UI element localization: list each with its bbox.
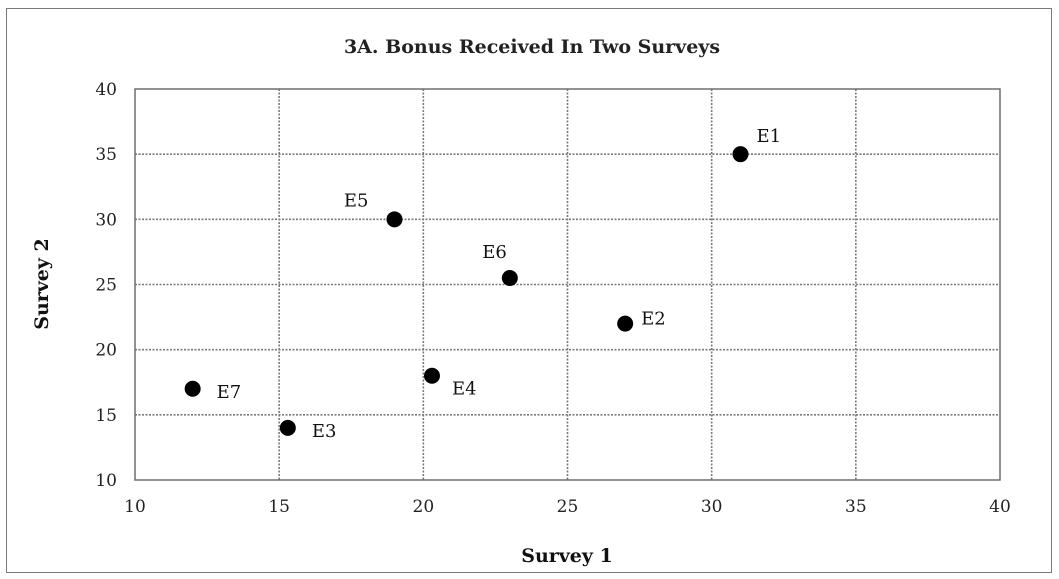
x-tick-label: 10 — [124, 497, 146, 517]
data-point-e4 — [423, 367, 440, 384]
y-tick-label: 25 — [95, 276, 117, 296]
data-point-e7 — [184, 380, 201, 397]
x-tick-label: 35 — [845, 497, 867, 517]
data-label-e7: E7 — [217, 382, 242, 403]
data-label-e4: E4 — [452, 379, 477, 400]
data-label-e2: E2 — [641, 309, 666, 330]
x-tick-label: 15 — [268, 497, 290, 517]
data-point-e6 — [501, 269, 518, 286]
y-tick-label: 10 — [95, 471, 117, 491]
data-point-e5 — [386, 211, 403, 228]
tick-labels: 10 15 20 25 30 35 40 10 15 20 25 30 35 40 — [95, 80, 1010, 517]
y-tick-label: 35 — [95, 145, 117, 165]
grid-layer — [135, 89, 1000, 480]
x-tick-label: 20 — [413, 497, 435, 517]
data-point-e2 — [617, 315, 634, 332]
y-tick-label: 40 — [95, 80, 117, 100]
chart-title: 3A. Bonus Received In Two Surveys — [344, 36, 720, 58]
data-label-e6: E6 — [482, 242, 507, 263]
x-axis-title: Survey 1 — [521, 545, 613, 567]
y-tick-label: 20 — [95, 341, 117, 361]
chart-frame — [6, 8, 1052, 573]
x-tick-label: 25 — [557, 497, 579, 517]
data-label-e3: E3 — [312, 421, 337, 442]
x-tick-label: 40 — [989, 497, 1011, 517]
y-axis-title: Survey 2 — [31, 238, 53, 330]
x-tick-label: 30 — [701, 497, 723, 517]
plot-area-border — [134, 88, 1001, 481]
data-point-e1 — [732, 146, 749, 163]
data-label-e1: E1 — [757, 126, 782, 147]
data-label-e5: E5 — [344, 190, 369, 211]
y-tick-label: 30 — [95, 210, 117, 230]
y-tick-label: 15 — [95, 406, 117, 426]
data-points: E1 E2 E3 E4 E5 E6 E7 — [184, 126, 782, 442]
data-point-e3 — [279, 419, 296, 436]
